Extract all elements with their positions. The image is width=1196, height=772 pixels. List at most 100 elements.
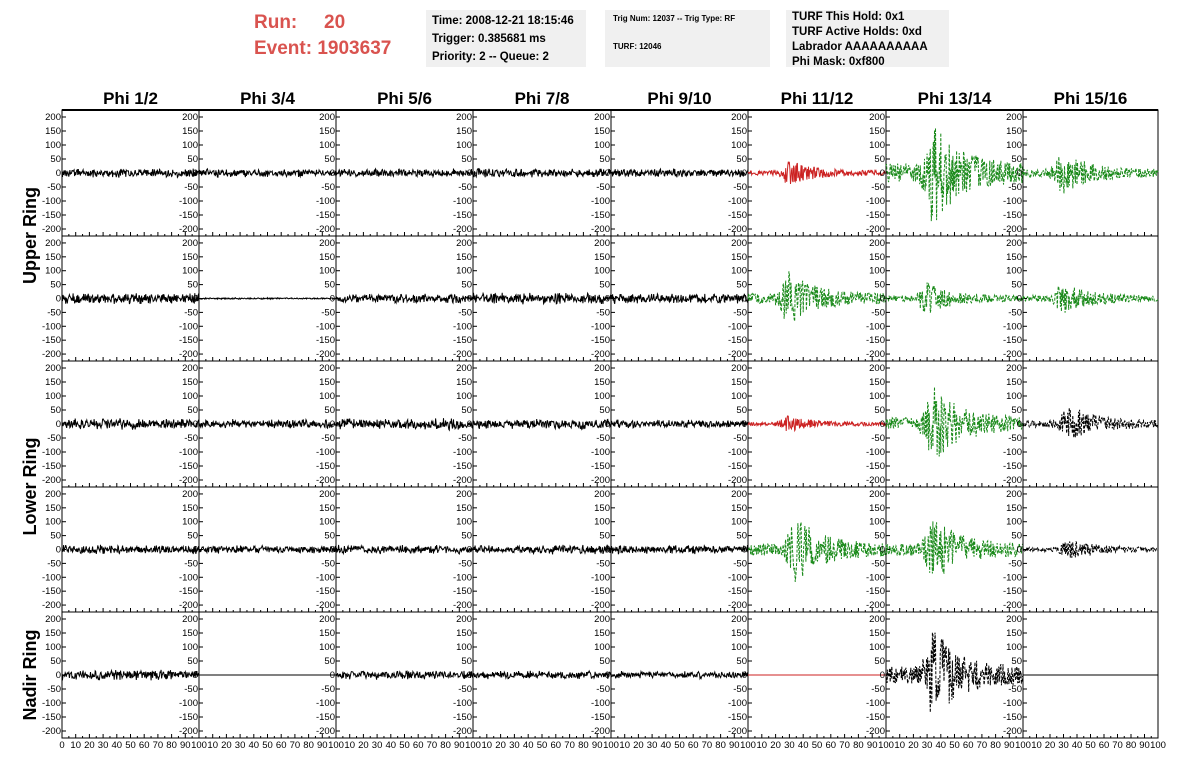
y-tick-label: -200 xyxy=(1003,349,1022,360)
y-tick-label: 0 xyxy=(56,419,61,430)
y-tick-label: 0 xyxy=(330,545,335,556)
time-text: Time: 2008-12-21 18:15:46 xyxy=(432,15,574,27)
y-tick-label: 0 xyxy=(330,670,335,681)
y-tick-label: -150 xyxy=(179,586,198,597)
x-tick-label: 60 xyxy=(826,740,837,751)
waveform-line xyxy=(198,167,337,179)
y-tick-label: 50 xyxy=(50,656,61,667)
y-tick-label: 0 xyxy=(467,545,472,556)
y-tick-label: -150 xyxy=(1003,712,1022,723)
y-tick-label: 200 xyxy=(731,489,747,500)
y-tick-label: -50 xyxy=(321,433,335,444)
y-tick-label: 150 xyxy=(319,126,335,137)
waveform-line xyxy=(472,167,612,179)
y-tick-label: -200 xyxy=(179,600,198,611)
y-tick-label: -200 xyxy=(866,475,885,486)
y-tick-label: 50 xyxy=(187,280,198,291)
y-tick-label: 0 xyxy=(880,419,885,430)
y-tick-label: 50 xyxy=(874,405,885,416)
y-tick-label: 0 xyxy=(56,545,61,556)
y-tick-label: 150 xyxy=(182,126,198,137)
x-tick-label: 40 xyxy=(936,740,947,751)
x-tick-label: 100 xyxy=(328,740,344,751)
turf-num-text: TURF: 12046 xyxy=(613,42,662,51)
x-tick-label: 70 xyxy=(702,740,713,751)
y-tick-label: -150 xyxy=(316,461,335,472)
y-tick-label: -200 xyxy=(728,726,747,737)
x-tick-label: 40 xyxy=(661,740,672,751)
y-tick-label: 150 xyxy=(731,252,747,263)
y-tick-label: -200 xyxy=(591,224,610,235)
y-tick-label: -200 xyxy=(316,475,335,486)
y-tick-label: -150 xyxy=(866,210,885,221)
x-tick-label: 10 xyxy=(70,740,81,751)
y-tick-label: 200 xyxy=(594,489,610,500)
y-tick-label: 150 xyxy=(45,503,61,514)
y-tick-label: -50 xyxy=(733,307,747,318)
y-tick-label: -200 xyxy=(316,726,335,737)
y-tick-label: -150 xyxy=(728,210,747,221)
y-tick-label: -50 xyxy=(733,182,747,193)
y-tick-label: -50 xyxy=(184,307,198,318)
y-tick-label: 100 xyxy=(182,517,198,528)
y-tick-label: 200 xyxy=(869,614,885,625)
y-tick-label: 50 xyxy=(1011,656,1022,667)
waveform-line xyxy=(335,167,474,179)
y-tick-label: 0 xyxy=(605,545,610,556)
y-tick-label: 100 xyxy=(319,517,335,528)
y-tick-label: 100 xyxy=(319,391,335,402)
y-tick-label: -50 xyxy=(733,433,747,444)
y-tick-label: 150 xyxy=(1006,628,1022,639)
y-tick-label: -100 xyxy=(42,321,61,332)
panel: -200 -150 -100 -50 0 50 100 150 200 xyxy=(316,360,474,488)
y-tick-label: 200 xyxy=(1006,238,1022,249)
x-tick-label: 20 xyxy=(1045,740,1056,751)
x-tick-label: 50 xyxy=(1085,740,1096,751)
panel: -200 -150 -100 -50 0 50 100 150 200 xyxy=(591,360,749,488)
y-tick-label: -50 xyxy=(1008,307,1022,318)
x-tick-label: 30 xyxy=(235,740,246,751)
x-tick-label: 10 xyxy=(619,740,630,751)
y-tick-label: 150 xyxy=(731,126,747,137)
panel: -200 -150 -100 -50 0 50 100 150 200 xyxy=(728,109,887,237)
y-tick-label: 50 xyxy=(187,531,198,542)
x-tick-label: 20 xyxy=(495,740,506,751)
x-tick-label: 90 xyxy=(729,740,740,751)
y-tick-label: -150 xyxy=(591,586,610,597)
y-tick-label: -100 xyxy=(728,447,747,458)
y-tick-label: 100 xyxy=(182,642,198,653)
y-tick-label: -200 xyxy=(179,224,198,235)
y-tick-label: -50 xyxy=(871,558,885,569)
column-header: Phi 15/16 xyxy=(1054,89,1128,108)
x-tick-label: 10 xyxy=(344,740,355,751)
y-tick-label: 200 xyxy=(319,112,335,123)
x-tick-label: 100 xyxy=(191,740,207,751)
y-tick-label: 150 xyxy=(182,503,198,514)
y-tick-label: -200 xyxy=(179,726,198,737)
x-tick-label: 50 xyxy=(399,740,410,751)
y-tick-label: 150 xyxy=(319,628,335,639)
y-tick-label: -100 xyxy=(728,698,747,709)
run-value: 20 xyxy=(324,12,346,33)
y-tick-label: 200 xyxy=(731,238,747,249)
y-tick-label: 50 xyxy=(1011,531,1022,542)
y-tick-label: -100 xyxy=(42,196,61,207)
y-tick-label: 100 xyxy=(594,517,610,528)
y-tick-label: 0 xyxy=(193,419,198,430)
y-tick-label: -200 xyxy=(1003,224,1022,235)
y-tick-label: 0 xyxy=(742,670,747,681)
x-tick-label: 80 xyxy=(715,740,726,751)
y-tick-label: 100 xyxy=(45,266,61,277)
waveform-line xyxy=(61,668,200,681)
x-tick-label: 80 xyxy=(1126,740,1137,751)
y-tick-label: 50 xyxy=(187,154,198,165)
y-tick-label: -50 xyxy=(733,684,747,695)
x-tick-label: 80 xyxy=(990,740,1001,751)
y-tick-label: 100 xyxy=(45,642,61,653)
y-tick-label: -100 xyxy=(866,447,885,458)
panel: -200 -150 -100 -50 0 50 100 150 200 xyxy=(179,235,337,362)
y-tick-label: -100 xyxy=(316,572,335,583)
panel: -200 -150 -100 -50 0 50 100 150 200 xyxy=(866,611,1024,739)
waveform-line xyxy=(610,419,749,430)
y-tick-label: 0 xyxy=(742,168,747,179)
